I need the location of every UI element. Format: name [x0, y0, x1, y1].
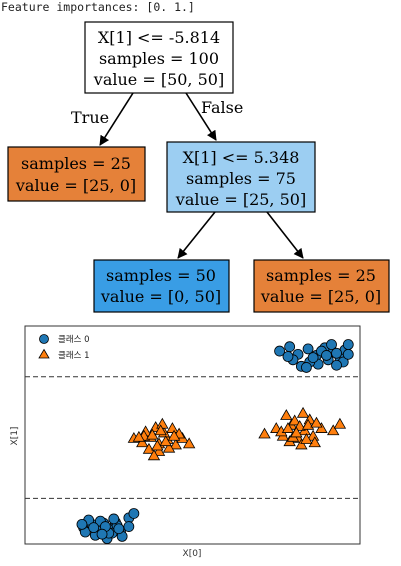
tree-node-root-line-2: samples = 100	[99, 49, 219, 68]
scatter-point-class-0-26	[284, 341, 296, 353]
scatter-legend: 클래스 0 클래스 1	[38, 334, 90, 361]
scatter-point-class-1-13	[152, 445, 166, 456]
scatter-point-class-1-45	[310, 416, 323, 428]
edge-right-node-to-right-left-leaf	[177, 211, 216, 259]
scatter-point-class-0-36	[331, 359, 342, 371]
legend-marker-class-1	[38, 348, 50, 359]
tree-node-right-left-leaf-line-1: samples = 50	[106, 266, 216, 285]
scatter-point-class-0-44	[326, 339, 337, 350]
tree-node-right-line-1: X[1] <= 5.348	[183, 148, 300, 167]
scatter-point-class-1-15	[147, 449, 161, 461]
scatter-point-class-0-47	[321, 350, 332, 361]
tree-node-left-leaf-line-2: value = [25, 0]	[15, 176, 136, 195]
scatter-point-class-1-12	[142, 442, 156, 454]
scatter-point-class-0-49	[342, 348, 354, 360]
scatter-point-class-0-22	[108, 513, 120, 525]
scatter-point-class-1-25	[258, 427, 271, 439]
tree-node-right-line-3: value = [25, 50]	[175, 190, 306, 209]
scatter-point-class-0-34	[342, 339, 354, 350]
scatter-point-class-1-41	[295, 438, 308, 450]
scatter-point-class-1-32	[315, 422, 328, 433]
scatter-point-class-1-10	[166, 422, 179, 433]
tree-node-right-right-leaf-line-1: samples = 25	[266, 266, 376, 285]
scatter-point-class-1-33	[327, 424, 340, 436]
tree-node-left-leaf: samples = 25 value = [25, 0]	[7, 146, 146, 202]
tree-node-right-box	[166, 141, 316, 213]
tree-node-right-right-leaf-line-2: value = [25, 0]	[260, 287, 381, 306]
tree-node-right-left-leaf-line-2: value = [0, 50]	[100, 287, 221, 306]
scatter-point-class-1-37	[296, 406, 310, 418]
y-axis-label: X[1]	[10, 427, 20, 446]
edge-right-node-to-right-right-leaf	[266, 211, 304, 259]
scatter-point-class-0-28	[302, 343, 314, 355]
x-axis-label: X[0]	[183, 549, 202, 559]
tree-node-right: X[1] <= 5.348 samples = 75 value = [25, …	[166, 141, 316, 213]
edge-label-true: True	[71, 108, 109, 127]
tree-node-root-line-1: X[1] <= -5.814	[98, 28, 220, 47]
scatter-point-class-0-19	[88, 522, 100, 534]
tree-edges: True False	[71, 92, 304, 259]
scatter-point-class-0-23	[76, 518, 88, 530]
scatter-point-class-0-48	[331, 347, 342, 359]
console-output-line: Feature importances: [0. 1.]	[1, 0, 195, 14]
scatter-point-class-1-36	[288, 414, 301, 426]
tree-node-root-box	[84, 21, 234, 94]
scatter-point-class-1-49	[290, 426, 303, 438]
scatter-point-class-1-19	[159, 435, 172, 447]
scatter-point-class-0-16	[123, 521, 135, 532]
tree-node-right-right-leaf-box	[253, 259, 390, 313]
tree-node-right-left-leaf-box	[93, 259, 230, 313]
edge-label-false: False	[201, 98, 243, 117]
scatter-point-class-0-46	[307, 352, 319, 364]
scatter-point-class-1-48	[281, 422, 295, 433]
scatter-point-class-0-25	[274, 345, 286, 357]
scatter-plot: 클래스 0 클래스 1 X[0] X[1]	[10, 325, 361, 559]
scatter-point-class-1-47	[300, 433, 313, 444]
scatter-point-class-1-24	[151, 439, 164, 451]
tree-node-root-line-3: value = [50, 50]	[93, 70, 224, 89]
edge-root-to-right-node	[185, 92, 217, 141]
scatter-point-class-1-17	[182, 437, 196, 449]
scatter-point-class-0-24	[96, 528, 108, 540]
scatter-point-class-0-42	[282, 351, 294, 362]
scatter-point-class-0-20	[113, 523, 125, 535]
scatter-point-class-1-23	[132, 430, 146, 442]
scatter-point-class-0-45	[300, 362, 312, 373]
scatter-point-class-1-22	[167, 429, 181, 441]
tree-node-right-left-leaf: samples = 50 value = [0, 50]	[93, 259, 230, 313]
scatter-point-class-1-5	[169, 438, 182, 450]
scatter-point-class-1-21	[154, 424, 167, 436]
legend-label-class-0: 클래스 0	[58, 335, 90, 345]
scatter-point-class-0-15	[128, 508, 140, 519]
edge-root-to-left-leaf	[99, 92, 134, 146]
tree-node-left-leaf-line-1: samples = 25	[21, 154, 131, 173]
scatter-point-class-1-34	[333, 417, 347, 429]
legend-marker-class-0	[39, 334, 49, 344]
scatter-points	[76, 339, 354, 544]
scatter-point-class-1-14	[162, 441, 176, 453]
scatter-point-class-1-42	[308, 436, 321, 448]
tree-node-right-line-2: samples = 75	[186, 169, 296, 188]
tree-node-right-right-leaf: samples = 25 value = [25, 0]	[253, 259, 390, 313]
scatter-point-class-1-1	[136, 436, 149, 448]
tree-node-left-leaf-box	[7, 146, 146, 202]
tree-node-root: X[1] <= -5.814 samples = 100 value = [50…	[84, 21, 234, 94]
legend-label-class-1: 클래스 1	[58, 351, 90, 361]
scatter-point-class-1-35	[280, 409, 293, 420]
